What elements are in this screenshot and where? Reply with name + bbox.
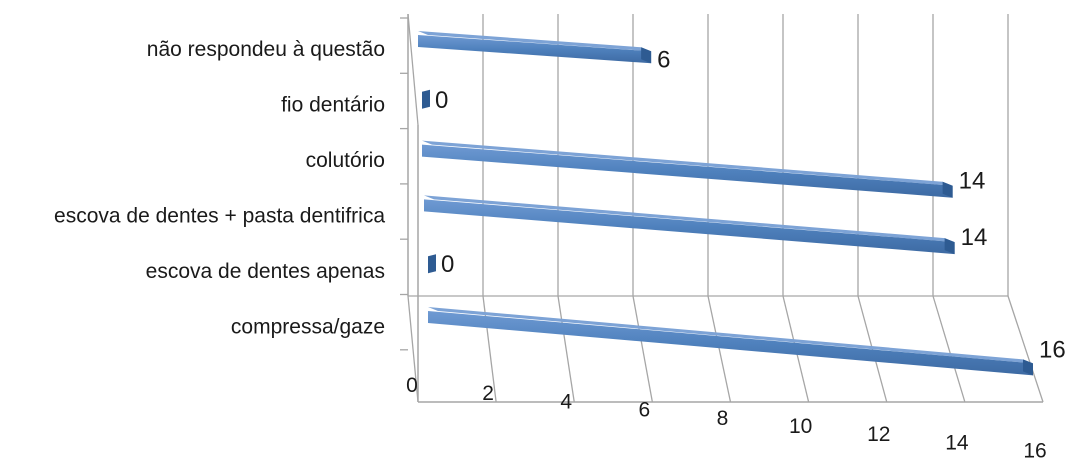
bar bbox=[422, 89, 430, 109]
bars bbox=[418, 31, 1033, 376]
category-label: compressa/gaze bbox=[231, 316, 385, 339]
data-label: 6 bbox=[657, 46, 670, 73]
bar-top bbox=[428, 307, 1033, 364]
floor-gridline bbox=[632, 295, 654, 403]
bar-end bbox=[641, 47, 652, 64]
x-tick-label: 0 bbox=[406, 374, 418, 397]
x-tick-label: 4 bbox=[560, 390, 572, 413]
data-label: 14 bbox=[959, 168, 986, 195]
data-label: 16 bbox=[1039, 336, 1066, 363]
category-label: fio dentário bbox=[281, 94, 385, 117]
floor-gridline bbox=[407, 295, 419, 403]
x-tick-label: 6 bbox=[639, 399, 651, 422]
x-tick-label: 2 bbox=[482, 382, 494, 405]
floor-gridline bbox=[932, 295, 966, 403]
category-label: escova de dentes apenas bbox=[146, 260, 385, 283]
category-label: escova de dentes + pasta dentifrica bbox=[54, 205, 385, 228]
category-label: colutório bbox=[306, 149, 385, 172]
data-label: 14 bbox=[961, 224, 988, 251]
bar-end bbox=[1023, 359, 1033, 376]
bar bbox=[428, 254, 436, 274]
bar-end bbox=[944, 238, 955, 255]
x-tick-label: 10 bbox=[789, 415, 812, 438]
bar-top bbox=[418, 31, 652, 52]
bar bbox=[422, 144, 953, 198]
bar-top bbox=[422, 140, 953, 186]
floor-gridline bbox=[707, 295, 732, 403]
axes bbox=[400, 13, 1043, 403]
bar-top bbox=[424, 195, 955, 243]
labels: 6 não respondeu à questão 0 fio dentário 14 c… bbox=[54, 38, 1066, 463]
floor-gridline bbox=[557, 295, 575, 403]
x-tick-label: 12 bbox=[867, 423, 890, 446]
x-tick-label: 8 bbox=[717, 407, 729, 430]
side-wall-edge bbox=[407, 13, 419, 126]
bar bbox=[428, 311, 1033, 376]
bar bbox=[418, 35, 652, 64]
bar bbox=[424, 199, 955, 255]
data-label: 0 bbox=[441, 251, 454, 278]
x-tick-label: 14 bbox=[945, 431, 969, 454]
x-tick-label: 16 bbox=[1023, 440, 1046, 463]
floor-gridline bbox=[1007, 295, 1044, 403]
data-label: 0 bbox=[435, 87, 448, 114]
bar-end bbox=[942, 181, 953, 198]
category-label: não respondeu à questão bbox=[147, 38, 385, 61]
